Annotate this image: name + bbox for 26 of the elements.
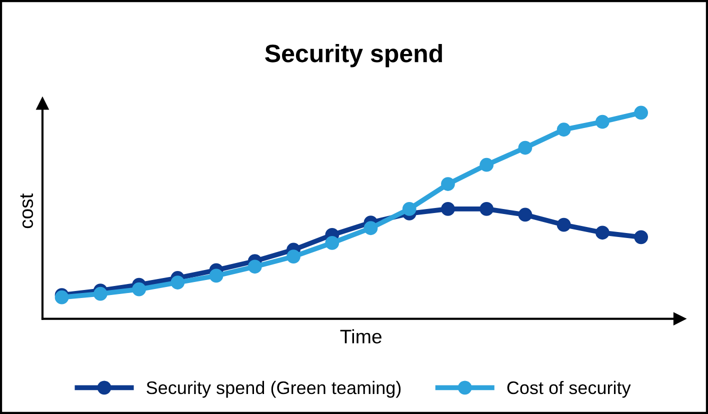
point [286,250,300,264]
point [480,202,494,216]
point [325,236,340,250]
point [93,286,108,301]
point [170,276,185,290]
point [132,282,146,296]
point [364,221,378,236]
point [441,202,455,216]
y-axis-title: cost [20,193,34,228]
legend-label: Security spend (Green teaming) [146,380,401,398]
point [634,106,648,120]
point [556,218,571,232]
point [402,202,416,216]
legend-label: Cost of security [507,380,631,398]
point [480,158,494,172]
chart-title: Security spend [265,44,442,68]
point [248,260,262,274]
point [556,122,571,137]
point [209,268,224,283]
point [596,114,610,129]
point [596,226,610,240]
point [634,230,648,244]
x-axis-title: Time [340,329,382,344]
point [518,208,532,222]
point [441,177,455,191]
point [518,140,532,155]
